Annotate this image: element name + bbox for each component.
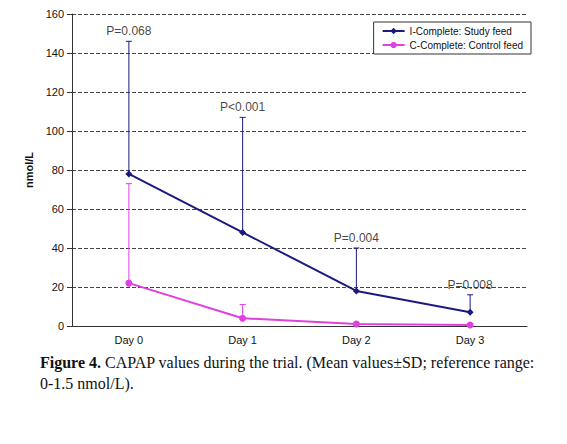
svg-text:140: 140: [46, 47, 64, 59]
svg-text:P=0.068: P=0.068: [106, 24, 151, 38]
svg-text:Day 0: Day 0: [115, 334, 144, 346]
svg-text:C-Complete: Control feed: C-Complete: Control feed: [410, 40, 523, 51]
svg-text:120: 120: [46, 86, 64, 98]
svg-text:80: 80: [52, 164, 64, 176]
html-text:Figure 4. CAPAP values during: Figure 4. CAPAP values during the trial.…: [40, 354, 535, 392]
svg-text:20: 20: [52, 281, 64, 293]
svg-text:40: 40: [52, 242, 64, 254]
svg-text:Day 3: Day 3: [456, 334, 485, 346]
svg-text:P<0.001: P<0.001: [220, 100, 265, 114]
svg-text:Day 2: Day 2: [342, 334, 371, 346]
svg-text:0: 0: [58, 320, 64, 332]
svg-text:nmol/L: nmol/L: [23, 152, 35, 188]
svg-text:100: 100: [46, 125, 64, 137]
svg-text:Day 1: Day 1: [228, 334, 257, 346]
svg-text:I-Complete: Study feed: I-Complete: Study feed: [410, 26, 512, 37]
svg-text:160: 160: [46, 8, 64, 20]
svg-text:60: 60: [52, 203, 64, 215]
svg-text:P=0.008: P=0.008: [448, 278, 493, 292]
svg-text:P=0.004: P=0.004: [334, 231, 379, 245]
